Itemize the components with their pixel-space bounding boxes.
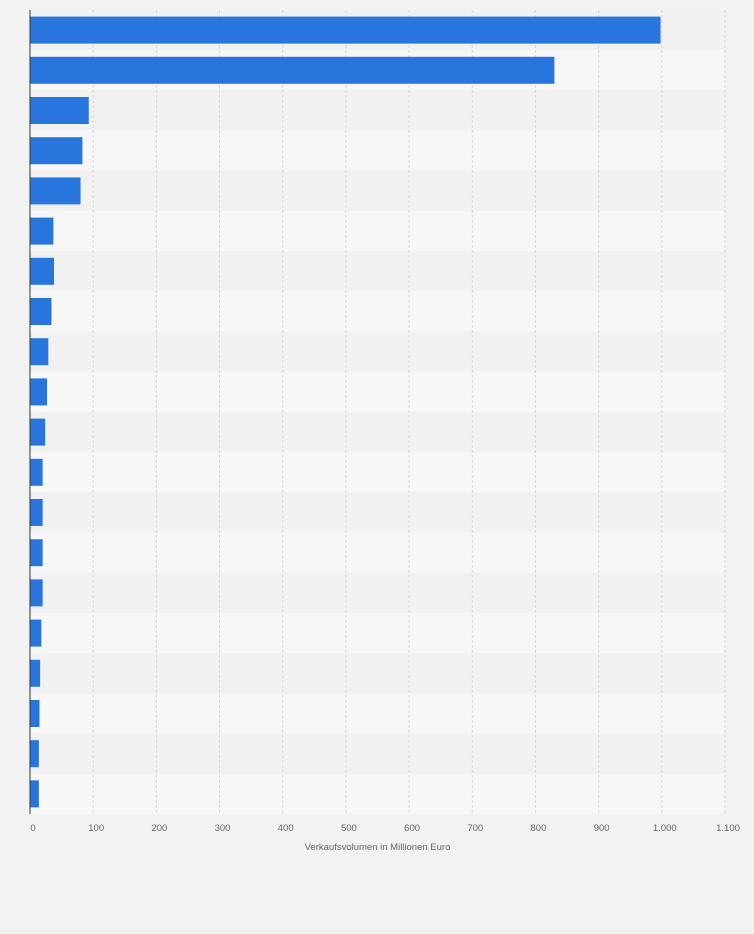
row-band	[30, 613, 725, 654]
x-tick-label: 1.100	[716, 823, 740, 834]
bar	[30, 257, 55, 285]
x-tick-label: 600	[404, 823, 420, 834]
bar	[30, 97, 89, 124]
row-band	[30, 371, 725, 412]
row-band	[30, 90, 725, 131]
bar	[30, 579, 43, 607]
x-tick-label: 500	[341, 823, 357, 834]
row-band	[30, 532, 725, 573]
bar	[30, 378, 48, 406]
bar	[30, 458, 43, 486]
bar	[30, 56, 555, 84]
x-tick-label: 200	[151, 823, 167, 834]
row-band	[30, 492, 725, 533]
bar	[30, 177, 81, 205]
bars	[30, 16, 661, 808]
bar	[30, 217, 54, 245]
row-band	[30, 251, 725, 292]
x-axis-label: Verkaufsvolumen in Millionen Euro	[305, 842, 451, 853]
x-tick-label: 800	[531, 823, 547, 834]
bar	[30, 16, 661, 44]
x-tick-label: 100	[88, 823, 104, 834]
x-tick-label: 400	[278, 823, 294, 834]
bar	[30, 619, 42, 647]
bar	[30, 539, 43, 567]
row-band	[30, 773, 725, 814]
row-band	[30, 130, 725, 171]
row-band	[30, 693, 725, 734]
x-tick-labels: 0 100 200 300 400 500 600 700 800 900 1.000 1.100	[30, 823, 740, 834]
x-tick-label: 900	[594, 823, 610, 834]
x-tick-label: 0	[30, 823, 35, 834]
bar	[30, 700, 40, 727]
row-band	[30, 331, 725, 372]
row-band	[30, 733, 725, 774]
bar	[30, 780, 39, 808]
x-tick-label: 700	[467, 823, 483, 834]
row-band	[30, 452, 725, 493]
row-band	[30, 291, 725, 332]
row-band	[30, 211, 725, 252]
bar	[30, 740, 39, 768]
bar	[30, 137, 83, 165]
bar	[30, 338, 49, 366]
bar	[30, 499, 43, 526]
bar	[30, 298, 52, 325]
row-bands	[30, 10, 725, 814]
row-band	[30, 412, 725, 453]
row-band	[30, 170, 725, 211]
x-tick-label: 1.000	[653, 823, 677, 834]
row-band	[30, 572, 725, 613]
gridlines	[92, 10, 726, 814]
row-band	[30, 653, 725, 694]
bar	[30, 418, 46, 446]
x-tick-label: 300	[215, 823, 231, 834]
bar	[30, 659, 41, 687]
